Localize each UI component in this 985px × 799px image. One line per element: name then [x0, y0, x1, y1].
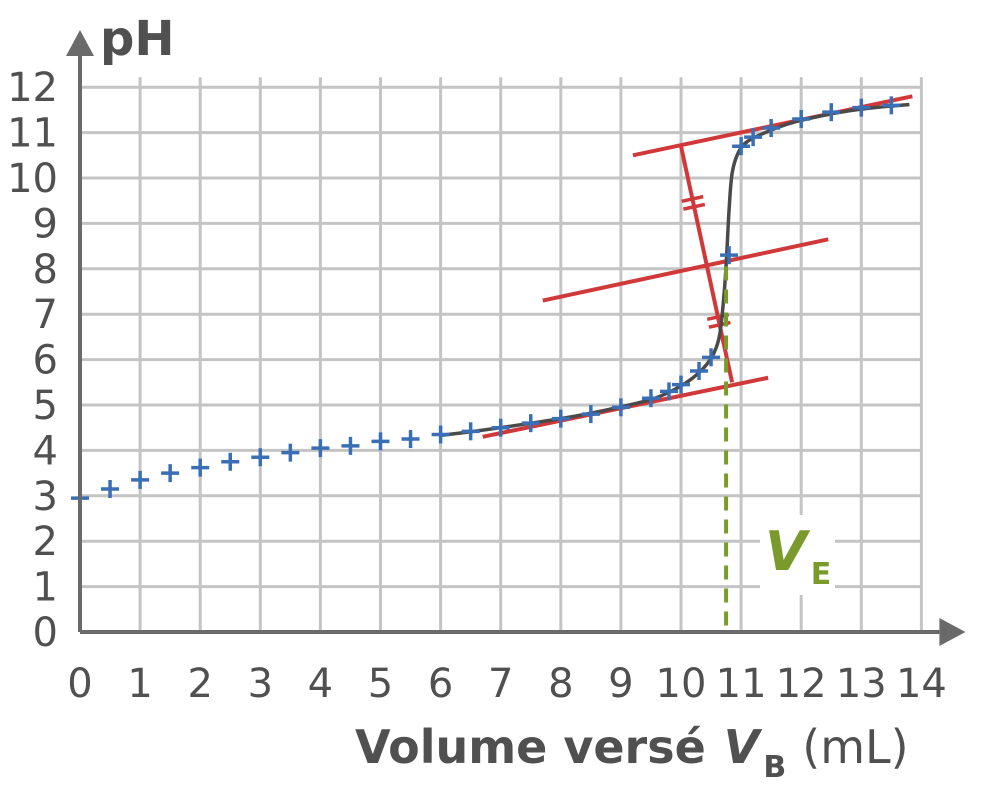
y-axis-arrow — [66, 30, 94, 56]
y-tick-label: 8 — [33, 247, 58, 293]
y-tick-label: 3 — [33, 474, 58, 520]
x-tick-label: 5 — [368, 661, 393, 707]
equivalence-label: V E — [765, 520, 831, 592]
data-point — [792, 109, 811, 128]
equal-length-mark — [682, 202, 706, 211]
axes — [66, 30, 966, 646]
x-tick-label: 2 — [187, 661, 212, 707]
y-axis-title: pH — [100, 11, 175, 67]
y-tick-label: 2 — [33, 519, 58, 565]
y-tick-label: 4 — [33, 428, 58, 474]
x-tick-label: 8 — [548, 661, 573, 707]
tangent-construction — [482, 94, 913, 439]
y-tick-label: 6 — [33, 338, 58, 384]
measurement-points — [71, 96, 901, 508]
x-tick-label: 14 — [896, 661, 947, 707]
y-tick-label: 10 — [7, 156, 58, 202]
data-point — [720, 246, 739, 265]
x-tick-label: 10 — [656, 661, 707, 707]
data-point — [461, 422, 480, 441]
data-point — [101, 479, 120, 498]
x-tick-label: 13 — [836, 661, 887, 707]
data-point — [690, 361, 709, 380]
x-axis-arrow — [939, 618, 966, 646]
data-point — [191, 458, 210, 477]
data-point — [641, 389, 660, 408]
y-tick-label: 12 — [7, 65, 58, 111]
equivalence-subscript: E — [811, 557, 832, 592]
x-axis-title-subscript: B — [763, 750, 786, 785]
data-point — [161, 464, 180, 483]
x-axis-title-main: Volume versé — [355, 720, 706, 774]
x-axis-title: Volume versé V B (mL) — [355, 720, 909, 785]
x-tick-label: 6 — [428, 661, 453, 707]
y-tick-label: 0 — [33, 610, 58, 656]
data-point — [882, 96, 901, 115]
data-point — [744, 128, 763, 147]
data-point — [659, 382, 678, 401]
x-tick-label: 0 — [67, 661, 92, 707]
data-point — [822, 103, 841, 122]
y-tick-label: 9 — [33, 201, 58, 247]
x-axis-title-unit: (mL) — [802, 720, 908, 774]
equivalence-label-bg — [760, 515, 835, 595]
data-point — [491, 418, 510, 437]
y-tick-label: 5 — [33, 383, 58, 429]
x-tick-label: 11 — [716, 661, 767, 707]
data-point — [371, 432, 390, 451]
x-tick-label: 1 — [127, 661, 152, 707]
data-point — [341, 436, 360, 455]
data-point — [251, 448, 270, 467]
perpendicular-segment — [679, 145, 735, 383]
x-tick-label: 9 — [608, 661, 633, 707]
y-tick-label: 7 — [33, 292, 58, 338]
data-point — [281, 443, 300, 462]
x-tick-label: 4 — [308, 661, 333, 707]
data-point — [702, 348, 721, 367]
equal-length-mark — [681, 194, 704, 204]
x-tick-label: 7 — [488, 661, 513, 707]
equivalence-symbol: V — [765, 520, 811, 583]
tangent-line — [542, 237, 829, 303]
data-point — [732, 137, 751, 156]
x-tick-label: 12 — [776, 661, 827, 707]
data-point — [762, 119, 781, 138]
data-point — [672, 375, 690, 394]
y-tick-label: 1 — [33, 565, 58, 611]
data-point — [131, 470, 150, 489]
data-point — [401, 430, 420, 449]
data-point — [521, 414, 540, 433]
x-axis-title-symbol: V — [724, 720, 763, 774]
data-point — [431, 425, 450, 444]
data-point — [551, 409, 570, 428]
x-tick-label: 3 — [248, 661, 273, 707]
data-point — [221, 452, 240, 471]
data-point — [852, 98, 871, 117]
data-point — [611, 398, 630, 417]
data-point — [311, 439, 330, 458]
data-point — [581, 405, 600, 424]
y-tick-label: 11 — [7, 111, 58, 157]
